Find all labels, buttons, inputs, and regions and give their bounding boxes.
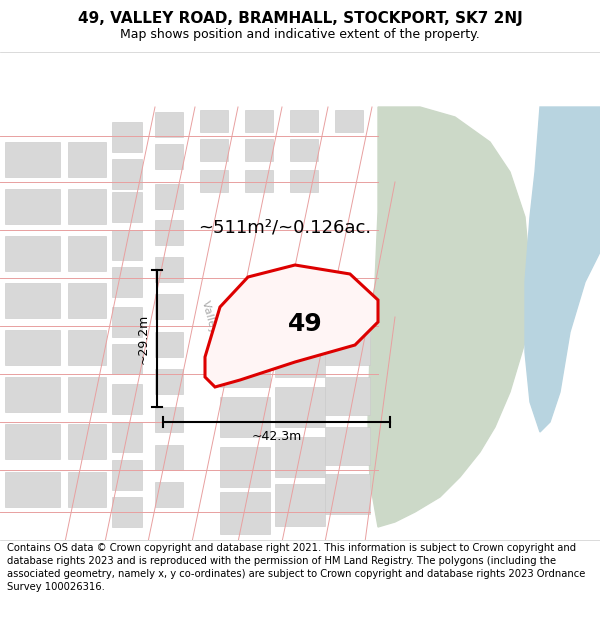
Text: 49: 49 [287, 312, 322, 336]
Bar [155, 220, 183, 245]
Bar [155, 445, 183, 470]
Bar [68, 189, 106, 224]
Bar [5, 424, 60, 459]
Bar [245, 110, 273, 132]
Bar [220, 492, 270, 534]
Bar [325, 474, 370, 514]
Bar [155, 294, 183, 319]
Bar [112, 307, 142, 337]
Bar [220, 397, 270, 437]
Bar [155, 144, 183, 169]
Bar [220, 347, 270, 387]
Bar [155, 407, 183, 432]
Bar [5, 236, 60, 271]
Bar [5, 142, 60, 177]
Text: Contains OS data © Crown copyright and database right 2021. This information is : Contains OS data © Crown copyright and d… [7, 542, 586, 592]
Polygon shape [525, 107, 600, 432]
Bar [68, 472, 106, 507]
Bar [275, 387, 325, 427]
Bar [245, 139, 273, 161]
Text: Map shows position and indicative extent of the property.: Map shows position and indicative extent… [120, 28, 480, 41]
Bar [290, 110, 318, 132]
Bar [325, 327, 370, 365]
Bar [112, 422, 142, 452]
Bar [5, 472, 60, 507]
Text: ~42.3m: ~42.3m [252, 431, 302, 444]
Bar [112, 230, 142, 260]
Bar [290, 170, 318, 192]
Bar [112, 159, 142, 189]
Bar [112, 344, 142, 374]
Bar [200, 139, 228, 161]
Bar [275, 484, 325, 526]
Bar [335, 110, 363, 132]
Bar [220, 447, 270, 487]
Bar [200, 110, 228, 132]
Bar [290, 139, 318, 161]
Bar [5, 377, 60, 412]
Bar [275, 337, 325, 377]
Bar [155, 369, 183, 394]
Polygon shape [368, 107, 530, 527]
Bar [112, 267, 142, 297]
Bar [68, 283, 106, 318]
Polygon shape [205, 265, 378, 387]
Bar [245, 170, 273, 192]
Bar [68, 236, 106, 271]
Bar [200, 170, 228, 192]
Bar [112, 384, 142, 414]
Bar [68, 142, 106, 177]
Bar [325, 427, 370, 465]
Bar [155, 332, 183, 357]
Bar [112, 460, 142, 490]
Text: 49, VALLEY ROAD, BRAMHALL, STOCKPORT, SK7 2NJ: 49, VALLEY ROAD, BRAMHALL, STOCKPORT, SK… [77, 11, 523, 26]
Bar [5, 189, 60, 224]
Bar [155, 184, 183, 209]
Bar [112, 122, 142, 152]
Text: ~29.2m: ~29.2m [137, 314, 149, 364]
Bar [5, 283, 60, 318]
Bar [155, 112, 183, 137]
Bar [68, 330, 106, 365]
Bar [112, 497, 142, 527]
Bar [5, 330, 60, 365]
Bar [275, 437, 325, 477]
Bar [68, 424, 106, 459]
Bar [155, 482, 183, 507]
Text: ~511m²/~0.126ac.: ~511m²/~0.126ac. [199, 218, 371, 236]
Bar [155, 257, 183, 282]
Bar [68, 377, 106, 412]
Bar [112, 192, 142, 222]
Bar [325, 377, 370, 415]
Text: Valley Road: Valley Road [200, 299, 226, 364]
